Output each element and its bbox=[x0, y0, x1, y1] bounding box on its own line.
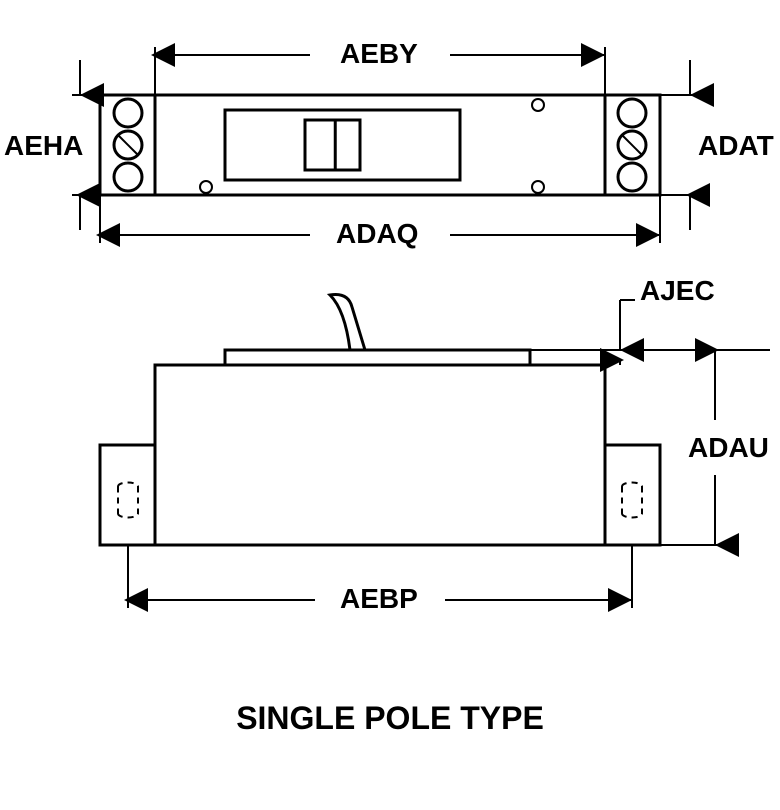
label-adat: ADAT bbox=[698, 130, 774, 162]
label-aeha: AEHA bbox=[4, 130, 83, 162]
label-ajec: AJEC bbox=[640, 275, 715, 307]
diagram-canvas: AEBY ADAQ AEHA ADAT AJEC ADAU AEBP SINGL… bbox=[0, 0, 780, 810]
label-aebp: AEBP bbox=[340, 583, 418, 615]
label-adaq: ADAQ bbox=[336, 218, 418, 250]
technical-drawing bbox=[0, 0, 780, 810]
label-aeby: AEBY bbox=[340, 38, 418, 70]
diagram-title: SINGLE POLE TYPE bbox=[0, 700, 780, 737]
label-adau: ADAU bbox=[688, 432, 769, 464]
